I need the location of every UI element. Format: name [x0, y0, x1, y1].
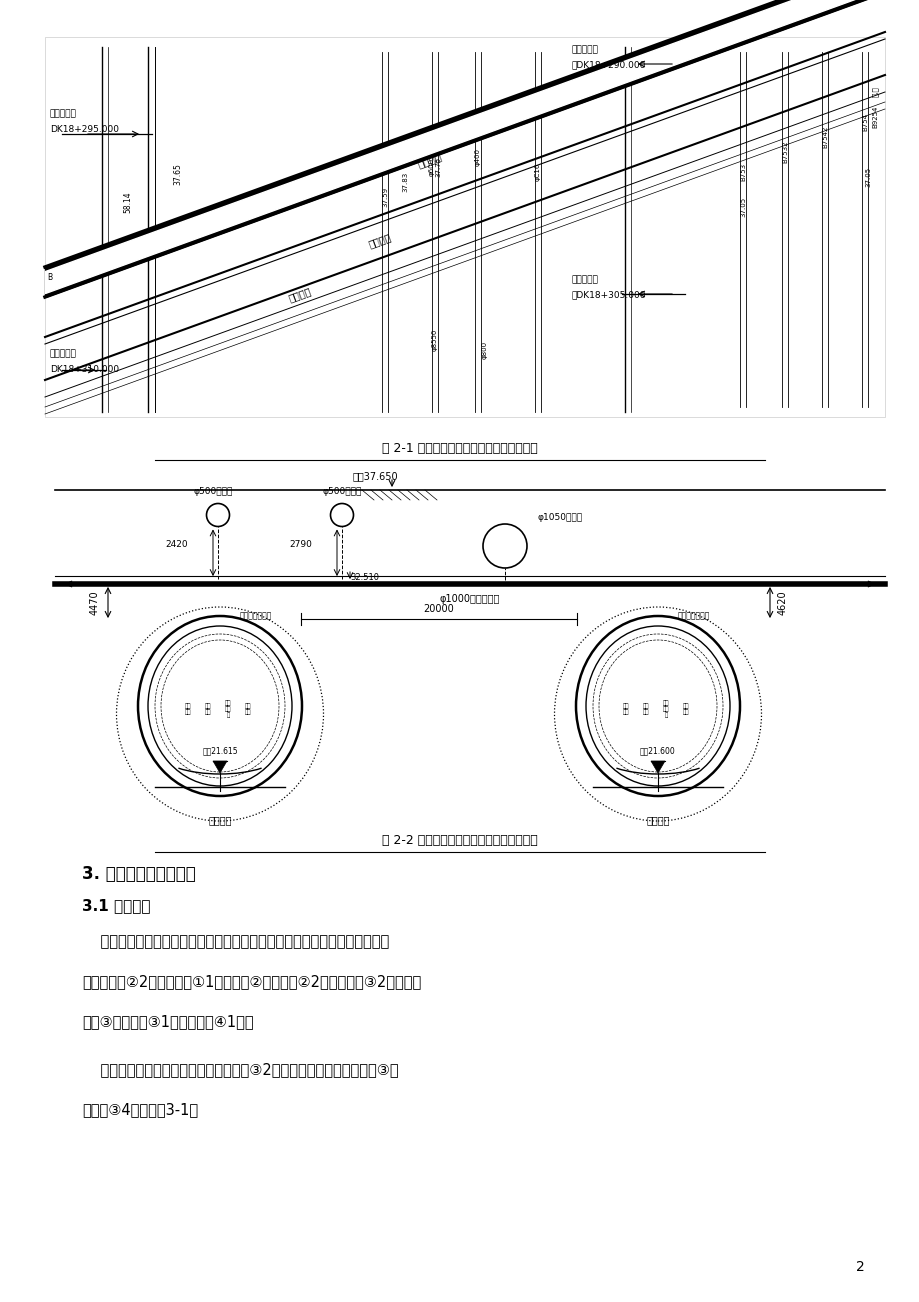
Text: 2790: 2790	[289, 540, 312, 549]
Text: 58.14: 58.14	[123, 191, 132, 212]
Text: φ8550: φ8550	[432, 329, 437, 352]
Text: B7532: B7532	[781, 141, 788, 163]
Text: 仰拱
填充: 仰拱 填充	[682, 703, 688, 715]
Text: 3. 工程地质及水文地质: 3. 工程地质及水文地质	[82, 865, 196, 883]
Text: 图 2-2 燃气管线与区间线路位置关系断面图: 图 2-2 燃气管线与区间线路位置关系断面图	[381, 833, 538, 846]
Text: 格栅
拱架: 格栅 拱架	[642, 703, 649, 715]
Text: 粘土③层、粉土③1层、粉细砂④1层。: 粘土③层、粉土③1层、粉细砂④1层。	[82, 1014, 254, 1029]
Text: φC16: φC16	[535, 163, 540, 181]
Text: φ500上水管: φ500上水管	[193, 487, 233, 496]
Text: 根据岩土工程勘察报告，本区间段地层为第四系全新世沉积层，依上至下分: 根据岩土工程勘察报告，本区间段地层为第四系全新世沉积层，依上至下分	[82, 934, 389, 949]
Text: B9254: B9254	[871, 105, 877, 128]
Text: 双液小导管注浆: 双液小导管注浆	[677, 612, 709, 621]
Text: 喷射
混凝
土: 喷射 混凝 土	[224, 700, 231, 717]
Text: 37.05: 37.05	[864, 167, 870, 187]
Text: DK18+310.000: DK18+310.000	[50, 366, 119, 375]
Text: 地面37.650: 地面37.650	[352, 471, 397, 480]
Text: B753: B753	[739, 163, 745, 181]
Text: B754: B754	[861, 113, 867, 132]
Text: DK18+295.000: DK18+295.000	[50, 125, 119, 134]
Text: 超前
管棚: 超前 管棚	[185, 703, 191, 715]
Text: 37.75: 37.75	[435, 158, 440, 177]
Text: 或圆砾③4层。见图3-1。: 或圆砾③4层。见图3-1。	[82, 1101, 198, 1117]
Text: 37.59: 37.59	[381, 187, 388, 207]
Text: 轨顶21.600: 轨顶21.600	[640, 746, 675, 755]
Text: 左线隧道: 左线隧道	[208, 815, 232, 825]
Text: 2: 2	[856, 1260, 864, 1273]
Text: 喷射
混凝
土: 喷射 混凝 土	[662, 700, 668, 717]
Text: 双液小导管注浆: 双液小导管注浆	[240, 612, 272, 621]
Text: 右线隧道: 右线隧道	[645, 815, 669, 825]
Text: 37.83: 37.83	[402, 172, 407, 193]
Text: 断面分界处: 断面分界处	[572, 276, 598, 285]
Text: 别为杂填土②2层、素填土①1层、粉土②层、细砂②2层、粉细砂③2层、粉质: 别为杂填土②2层、素填土①1层、粉土②层、细砂②2层、粉细砂③2层、粉质	[82, 974, 421, 990]
Polygon shape	[213, 760, 227, 773]
Text: 37.05: 37.05	[739, 197, 745, 217]
Text: 32.510: 32.510	[349, 573, 379, 582]
Text: 断面分界处: 断面分界处	[50, 109, 77, 118]
Text: 仰拱
填充: 仰拱 填充	[244, 703, 251, 715]
Polygon shape	[651, 760, 664, 773]
Text: 左DK18+305.000: 左DK18+305.000	[572, 290, 646, 299]
Text: φ500雨水管: φ500雨水管	[322, 487, 361, 496]
Text: 4470: 4470	[90, 590, 100, 615]
Text: 轨顶21.615: 轨顶21.615	[202, 746, 237, 755]
Text: φ600: φ600	[428, 158, 435, 176]
Text: 4620: 4620	[777, 590, 788, 615]
Text: 3.1 工程地质: 3.1 工程地质	[82, 898, 151, 914]
Text: φ1000高压燃气管: φ1000高压燃气管	[439, 594, 500, 604]
Text: 左DK18+290.000: 左DK18+290.000	[572, 60, 646, 69]
Text: 断面分界处: 断面分界处	[572, 46, 598, 55]
Text: 航天油管: 航天油管	[367, 232, 392, 249]
Text: 断面分界处: 断面分界处	[50, 349, 77, 358]
Text: 2420: 2420	[165, 540, 187, 549]
Text: 燃气管线: 燃气管线	[416, 151, 443, 169]
Text: 桩,桩: 桩,桩	[870, 87, 878, 98]
Text: 隧道主体结构穿过的地层主要为粉细砂③2层，仰拱局部位于粉质粘土③层: 隧道主体结构穿过的地层主要为粉细砂③2层，仰拱局部位于粉质粘土③层	[82, 1062, 398, 1077]
Text: φ800: φ800	[482, 341, 487, 359]
Text: 37.65: 37.65	[174, 163, 182, 185]
Text: B7542: B7542	[821, 126, 827, 148]
Text: 超前
管棚: 超前 管棚	[622, 703, 629, 715]
Text: 格栅
拱架: 格栅 拱架	[205, 703, 211, 715]
Text: 图 2-1 燃气管线与区间线路位置关系平面图: 图 2-1 燃气管线与区间线路位置关系平面图	[381, 441, 538, 454]
Text: 成品油管: 成品油管	[287, 285, 312, 302]
Bar	[45, 36, 884, 417]
Text: 20000: 20000	[423, 604, 454, 615]
Text: φ400: φ400	[474, 148, 481, 165]
Text: B: B	[48, 272, 52, 281]
Text: φ1050污水管: φ1050污水管	[537, 513, 582, 522]
